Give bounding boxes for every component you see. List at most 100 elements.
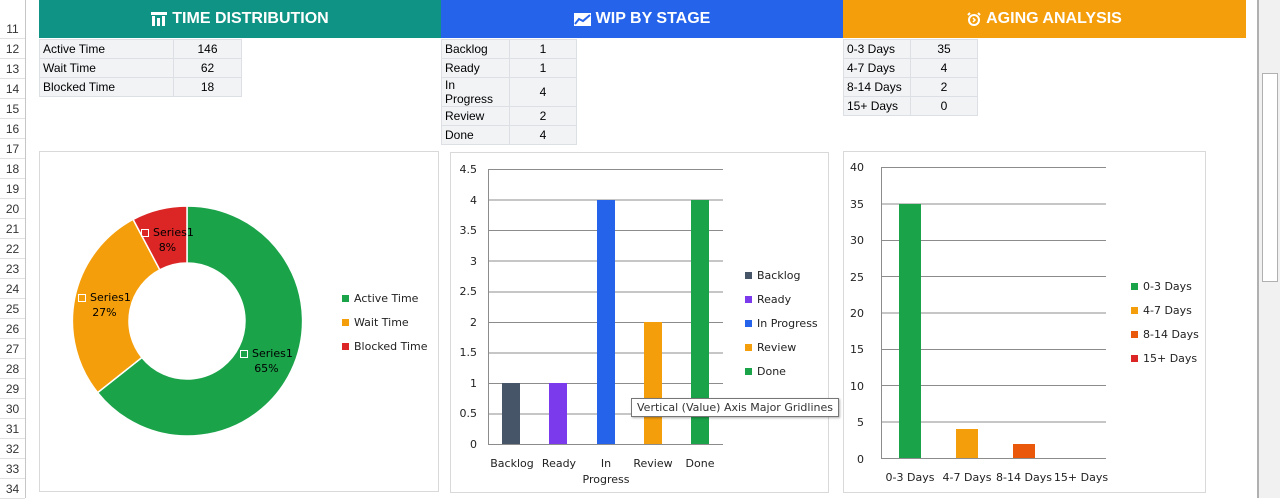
row-number[interactable]: 19 — [0, 179, 25, 199]
donut-slice-blocked-time[interactable] — [132, 205, 188, 271]
scrollbar-thumb[interactable] — [1262, 73, 1278, 282]
data-label-active: Series1 65% — [240, 346, 293, 376]
svg-text:0-3 Days: 0-3 Days — [886, 471, 935, 484]
row-number[interactable]: 34 — [0, 479, 25, 499]
bar-review[interactable] — [644, 322, 662, 444]
wip-by-stage-bar-chart[interactable]: 0 0.5 1 1.5 2 2.5 3 3.5 4 4.5 Backlog Re… — [450, 152, 829, 493]
cell-label[interactable]: Active Time — [39, 39, 174, 59]
cell-label[interactable]: Done — [441, 125, 510, 145]
svg-text:15: 15 — [850, 343, 864, 356]
cell-value[interactable]: 2 — [509, 106, 577, 126]
cell-label[interactable]: In Progress — [441, 77, 510, 107]
wip-by-stage-table: Backlog 1 Ready 1 In Progress 4 Review 2 Don… — [441, 39, 577, 145]
row-number[interactable]: 14 — [0, 79, 25, 99]
svg-text:4: 4 — [470, 194, 477, 207]
legend-item: Done — [745, 359, 818, 383]
svg-text:15+ Days: 15+ Days — [1054, 471, 1108, 484]
legend-item: Wait Time — [342, 310, 428, 334]
cell-value[interactable]: 62 — [173, 58, 242, 78]
row-number[interactable]: 24 — [0, 279, 25, 299]
time-distribution-donut-chart[interactable]: Series1 8% Series1 27% Series1 65% Activ… — [39, 151, 439, 492]
cell-value[interactable]: 1 — [509, 58, 577, 78]
row-number[interactable]: 21 — [0, 219, 25, 239]
row-number[interactable]: 25 — [0, 299, 25, 319]
cell-label[interactable]: Blocked Time — [39, 77, 174, 97]
svg-text:25: 25 — [850, 271, 864, 284]
svg-text:5: 5 — [857, 416, 864, 429]
legend-item: Blocked Time — [342, 334, 428, 358]
cell-value[interactable]: 4 — [910, 58, 978, 78]
row-number[interactable]: 11 — [0, 19, 25, 39]
legend-item: 8-14 Days — [1131, 322, 1199, 346]
bar-0-3-days[interactable] — [899, 204, 921, 458]
vertical-scrollbar[interactable] — [1258, 0, 1280, 498]
cell-value[interactable]: 4 — [509, 125, 577, 145]
row-number[interactable]: 26 — [0, 319, 25, 339]
legend-swatch — [745, 295, 752, 303]
row-number[interactable]: 22 — [0, 239, 25, 259]
bar-done[interactable] — [691, 200, 709, 444]
bar-backlog[interactable] — [502, 383, 520, 444]
aging-analysis-header: AGING ANALYSIS — [843, 0, 1246, 38]
table-row: Blocked Time 18 — [39, 77, 242, 97]
svg-text:Review: Review — [633, 457, 672, 470]
row-number[interactable]: 17 — [0, 139, 25, 159]
row-number[interactable]: 13 — [0, 59, 25, 79]
row-number[interactable]: 32 — [0, 439, 25, 459]
row-number[interactable]: 15 — [0, 99, 25, 119]
row-number[interactable]: 16 — [0, 119, 25, 139]
row-number[interactable]: 29 — [0, 379, 25, 399]
table-row: 0-3 Days 35 — [843, 39, 978, 59]
svg-text:2.5: 2.5 — [460, 285, 478, 298]
cell-value[interactable]: 4 — [509, 77, 577, 107]
table-row: In Progress 4 — [441, 77, 577, 107]
cell-value[interactable]: 146 — [173, 39, 242, 59]
svg-text:4.5: 4.5 — [460, 163, 478, 176]
row-number[interactable]: 20 — [0, 199, 25, 219]
legend-item: In Progress — [745, 311, 818, 335]
section-title: TIME DISTRIBUTION — [172, 10, 329, 27]
row-number[interactable]: 12 — [0, 39, 25, 59]
row-number[interactable]: 18 — [0, 159, 25, 179]
cell-value[interactable]: 2 — [910, 77, 978, 97]
table-row: 4-7 Days 4 — [843, 58, 978, 78]
legend-swatch — [342, 294, 349, 302]
svg-text:0: 0 — [470, 438, 477, 451]
cell-value[interactable]: 0 — [910, 96, 978, 116]
legend-swatch — [745, 271, 752, 279]
aging-analysis-bar-chart[interactable]: 0 5 10 15 20 25 30 35 40 0-3 Days 4-7 Da… — [843, 151, 1206, 493]
svg-text:40: 40 — [850, 161, 864, 174]
bar-8-14-days[interactable] — [1013, 444, 1035, 458]
svg-text:2: 2 — [470, 316, 477, 329]
cell-value[interactable]: 18 — [173, 77, 242, 97]
donut-slice-active-time[interactable] — [96, 205, 304, 437]
cell-value[interactable]: 1 — [509, 39, 577, 59]
svg-text:1: 1 — [470, 377, 477, 390]
bar-ready[interactable] — [549, 383, 567, 444]
legend-item: Ready — [745, 287, 818, 311]
cell-label[interactable]: 0-3 Days — [843, 39, 911, 59]
chart-legend: Active Time Wait Time Blocked Time — [342, 286, 428, 358]
cell-label[interactable]: 4-7 Days — [843, 58, 911, 78]
legend-swatch — [1131, 354, 1138, 362]
legend-item: Active Time — [342, 286, 428, 310]
donut-slice-wait-time[interactable] — [71, 218, 161, 394]
row-number[interactable]: 28 — [0, 359, 25, 379]
cell-label[interactable]: Review — [441, 106, 510, 126]
cell-label[interactable]: 15+ Days — [843, 96, 911, 116]
cell-label[interactable]: Wait Time — [39, 58, 174, 78]
cell-label[interactable]: Backlog — [441, 39, 510, 59]
row-number[interactable]: 27 — [0, 339, 25, 359]
bar-4-7-days[interactable] — [956, 429, 978, 458]
cell-label[interactable]: Ready — [441, 58, 510, 78]
table-row: Review 2 — [441, 106, 577, 126]
bar-in-progress[interactable] — [597, 200, 615, 444]
row-number[interactable]: 30 — [0, 399, 25, 419]
row-number[interactable]: 33 — [0, 459, 25, 479]
cell-label[interactable]: 8-14 Days — [843, 77, 911, 97]
row-number[interactable]: 31 — [0, 419, 25, 439]
row-number[interactable]: 23 — [0, 259, 25, 279]
time-distribution-table: Active Time 146 Wait Time 62 Blocked Time 1… — [39, 39, 242, 97]
table-row: 8-14 Days 2 — [843, 77, 978, 97]
cell-value[interactable]: 35 — [910, 39, 978, 59]
